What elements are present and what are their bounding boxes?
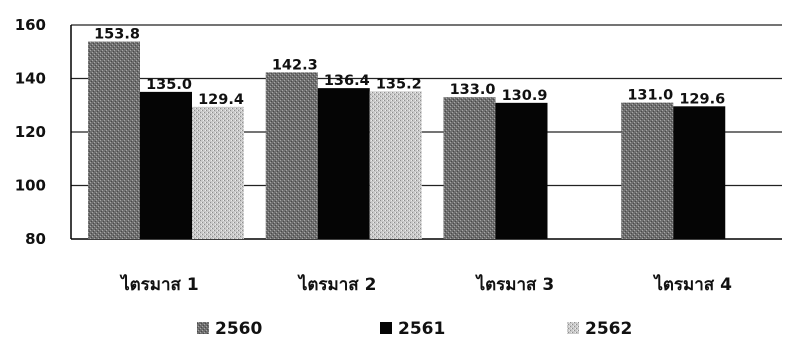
bar-2561-4	[673, 106, 726, 239]
bar-2561-1	[140, 91, 192, 239]
y-tick-label: 80	[25, 230, 46, 248]
legend-label-2561: 2561	[398, 319, 445, 339]
y-tick-label: 120	[15, 123, 46, 141]
x-tick-label: ไตรมาส 3	[475, 274, 555, 295]
y-tick-label: 100	[15, 177, 46, 195]
x-tick-label: ไตรมาส 1	[119, 274, 199, 295]
x-tick-label: ไตรมาส 2	[297, 274, 377, 295]
data-labels: 153.8 135.0 129.4 142.3 136.4 135.2 133.0 130.9…	[94, 27, 725, 108]
legend-swatch-2561	[380, 322, 392, 334]
y-tick-label: 140	[15, 70, 46, 88]
data-label: 130.9	[502, 88, 548, 104]
data-label: 142.3	[272, 57, 318, 73]
legend: 2560 2561 2562	[197, 319, 632, 339]
bar-2560-2	[265, 72, 318, 239]
legend-swatch-2562	[567, 322, 579, 334]
data-label: 135.0	[146, 77, 192, 93]
bar-2562-2	[369, 91, 422, 239]
bar-2560-1	[88, 41, 140, 240]
bar-2562-1	[192, 106, 244, 239]
data-label: 136.4	[324, 73, 370, 89]
data-label: 135.2	[376, 76, 422, 92]
y-tick-label: 160	[15, 16, 46, 34]
data-label: 129.6	[679, 91, 725, 107]
legend-label-2560: 2560	[215, 319, 262, 339]
legend-swatch-2560	[197, 322, 209, 334]
data-label: 129.4	[198, 92, 244, 108]
bar-2561-2	[317, 88, 370, 239]
data-label: 153.8	[94, 27, 140, 43]
legend-label-2562: 2562	[585, 319, 632, 339]
bars	[88, 41, 726, 240]
bar-2561-3	[495, 102, 548, 239]
data-label: 133.0	[450, 82, 496, 98]
bar-2560-3	[443, 97, 496, 239]
x-tick-label: ไตรมาส 4	[652, 274, 732, 295]
bar-2560-4	[621, 102, 674, 239]
data-label: 131.0	[627, 88, 673, 104]
